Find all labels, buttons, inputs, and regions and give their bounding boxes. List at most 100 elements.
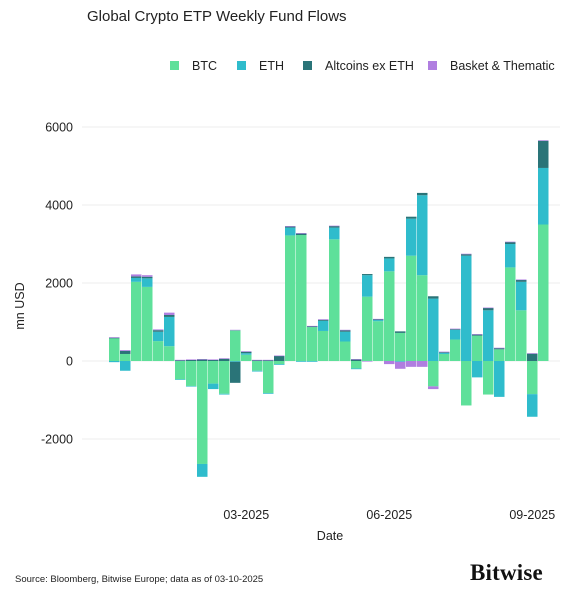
y-tick-labels: -2000 0 2000 4000 6000 (41, 121, 73, 447)
legend-swatch (303, 61, 312, 70)
bar-eth (274, 364, 285, 365)
source-note: Source: Bloomberg, Bitwise Europe; data … (15, 574, 264, 585)
bar-basket-thematic (384, 361, 395, 365)
bar-basket-thematic (483, 307, 494, 309)
legend-swatch (428, 61, 437, 70)
bar-altcoins-ex-eth (285, 226, 296, 228)
bar-altcoins-ex-eth (538, 140, 549, 168)
bar-btc (164, 346, 175, 361)
bar-eth (516, 281, 527, 311)
bar-altcoins-ex-eth (428, 296, 439, 299)
bar-altcoins-ex-eth (527, 353, 538, 361)
bar-basket-thematic (120, 350, 131, 351)
bar-basket-thematic (362, 361, 373, 362)
bar-btc (296, 235, 307, 361)
bar-altcoins-ex-eth (142, 276, 153, 279)
bar-basket-thematic (252, 359, 263, 361)
legend-label: Basket & Thematic (450, 59, 555, 73)
bar-btc (120, 353, 131, 361)
bars (109, 140, 549, 477)
bar-btc (241, 354, 252, 361)
x-tick-labels: 03-2025 06-2025 09-2025 (223, 508, 555, 522)
bar-btc (472, 335, 483, 361)
bar-basket-thematic (285, 226, 296, 227)
bar-basket-thematic (142, 275, 153, 277)
bar-basket-thematic (307, 325, 318, 327)
bar-btc (527, 361, 538, 395)
bar-altcoins-ex-eth (296, 233, 307, 236)
bar-altcoins-ex-eth (263, 360, 274, 361)
legend-swatch (237, 61, 246, 70)
x-tick-label: 06-2025 (366, 508, 412, 522)
bar-btc (274, 361, 285, 365)
bar-altcoins-ex-eth (450, 329, 461, 330)
bar-btc (362, 296, 373, 361)
bar-eth (120, 361, 131, 371)
bar-basket-thematic (318, 319, 329, 320)
bar-eth (142, 278, 153, 287)
bar-eth (461, 255, 472, 361)
bar-basket-thematic (494, 347, 505, 349)
bar-btc (230, 330, 241, 361)
bar-btc (219, 361, 230, 394)
bar-eth (428, 298, 439, 361)
bar-basket-thematic (428, 386, 439, 390)
bar-eth (340, 331, 351, 342)
x-tick-label: 03-2025 (223, 508, 269, 522)
bar-altcoins-ex-eth (186, 359, 197, 361)
bar-eth (153, 331, 164, 342)
bar-eth (164, 316, 175, 347)
bar-altcoins-ex-eth (153, 330, 164, 332)
bar-basket-thematic (439, 351, 450, 353)
bar-eth (494, 361, 505, 397)
bar-altcoins-ex-eth (351, 359, 362, 361)
bar-basket-thematic (153, 329, 164, 331)
bar-eth (109, 361, 120, 363)
bar-basket-thematic (461, 253, 472, 255)
y-tick-label: 6000 (45, 121, 73, 135)
bar-btc (197, 361, 208, 464)
bar-eth (505, 244, 516, 268)
bar-btc (417, 275, 428, 361)
bar-altcoins-ex-eth (417, 192, 428, 196)
bar-eth (186, 385, 197, 387)
bar-altcoins-ex-eth (109, 337, 120, 339)
bar-eth (241, 353, 252, 355)
bar-altcoins-ex-eth (461, 254, 472, 256)
legend-swatch (170, 61, 179, 70)
bar-altcoins-ex-eth (120, 350, 131, 354)
bar-eth (307, 361, 318, 362)
bar-basket-thematic (538, 140, 549, 141)
bar-btc (307, 327, 318, 361)
bar-btc (450, 339, 461, 361)
bar-btc (505, 267, 516, 361)
bar-btc (373, 321, 384, 361)
bar-basket-thematic (208, 359, 219, 361)
bar-altcoins-ex-eth (274, 355, 285, 361)
bar-eth (362, 275, 373, 297)
bar-altcoins-ex-eth (439, 352, 450, 353)
bar-altcoins-ex-eth (175, 360, 186, 361)
y-tick-label: 4000 (45, 199, 73, 213)
bar-basket-thematic (164, 312, 175, 315)
bar-btc (285, 235, 296, 361)
bar-eth (318, 320, 329, 331)
bar-altcoins-ex-eth (307, 326, 318, 328)
bar-eth (197, 463, 208, 477)
bar-basket-thematic (197, 359, 208, 360)
bar-altcoins-ex-eth (373, 319, 384, 321)
bar-btc (263, 361, 274, 393)
bar-basket-thematic (175, 359, 186, 361)
bar-btc (439, 353, 450, 361)
bar-basket-thematic (109, 337, 120, 338)
bar-eth (351, 368, 362, 370)
bar-btc (428, 361, 439, 387)
bar-btc (406, 255, 417, 361)
bar-eth (417, 195, 428, 276)
bar-altcoins-ex-eth (318, 319, 329, 321)
bar-eth (384, 258, 395, 272)
bar-btc (483, 361, 494, 395)
bar-eth (373, 320, 384, 322)
bar-eth (329, 227, 340, 240)
bar-basket-thematic (406, 361, 417, 367)
